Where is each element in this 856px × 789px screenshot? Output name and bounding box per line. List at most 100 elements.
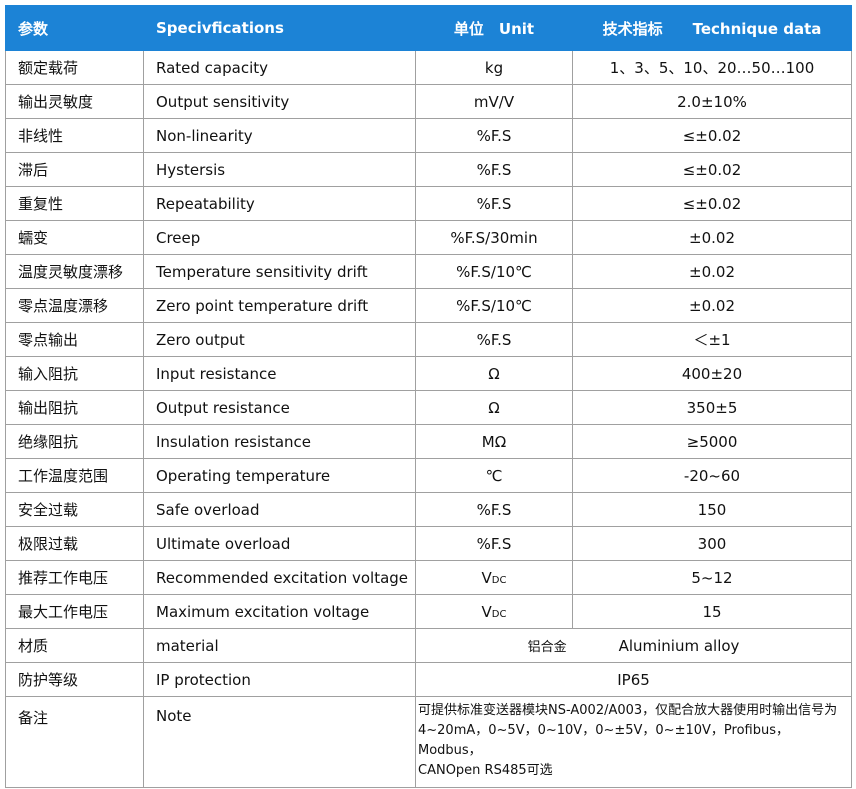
cell: %F.S	[415, 322, 573, 357]
cell: IP65	[415, 662, 852, 697]
cell: 可提供标准变送器模块NS-A002/A003，仅配合放大器使用时输出信号为 4~2…	[415, 696, 852, 788]
cell-text: 滞后	[18, 161, 49, 179]
cell: 300	[572, 526, 852, 561]
cell-text: 15	[702, 602, 722, 621]
cell: %F.S	[415, 526, 573, 561]
row: 非线性 Non-linearity %F.S ≤±0.02	[5, 118, 852, 153]
cell-text: %F.S	[476, 126, 512, 145]
cell-text: 防护等级	[18, 671, 79, 689]
cell: VDC	[415, 560, 573, 595]
cell: 150	[572, 492, 852, 527]
cell-text: ≥5000	[686, 432, 738, 451]
cell-text: 最大工作电压	[18, 603, 109, 621]
note-line: 可提供标准变送器模块NS-A002/A003，仅配合放大器使用时输出信号为	[418, 701, 849, 721]
cell: 额定载荷	[5, 50, 144, 85]
cell: %F.S	[415, 492, 573, 527]
cell: 极限过载	[5, 526, 144, 561]
cell: Insulation resistance	[143, 424, 416, 459]
cell: ≤±0.02	[572, 118, 852, 153]
cell: ±0.02	[572, 288, 852, 323]
header-cell: 技术指标 Technique data	[572, 5, 852, 51]
cell-text: Ω	[488, 364, 500, 383]
cell-text: Safe overload	[156, 500, 260, 519]
cell: 工作温度范围	[5, 458, 144, 493]
cell-text: %F.S	[476, 500, 512, 519]
cell: %F.S/10℃	[415, 254, 573, 289]
cell-text: Temperature sensitivity drift	[156, 262, 368, 281]
row: 滞后 Hystersis %F.S ≤±0.02	[5, 152, 852, 187]
row: 输出阻抗 Output resistance Ω 350±5	[5, 390, 852, 425]
cell-text: 绝缘阻抗	[18, 433, 79, 451]
cell: ≥5000	[572, 424, 852, 459]
cell: Operating temperature	[143, 458, 416, 493]
header-text: 参数	[18, 19, 49, 38]
row: 零点输出 Zero output %F.S ＜±1	[5, 322, 852, 357]
cell-text: Ultimate overload	[156, 534, 291, 553]
cell-text: ±0.02	[689, 228, 735, 247]
cell: Maximum excitation voltage	[143, 594, 416, 629]
cell: %F.S	[415, 186, 573, 221]
cell-text: 400±20	[681, 364, 743, 383]
cell: 1、3、5、10、20…50…100	[572, 50, 852, 85]
cell: Ultimate overload	[143, 526, 416, 561]
cell-text: 输出阻抗	[18, 399, 79, 417]
cell: 绝缘阻抗	[5, 424, 144, 459]
cell-text: Rated capacity	[156, 58, 269, 77]
cell-text: 蠕变	[18, 229, 49, 247]
cell-text: %F.S	[476, 160, 512, 179]
cell-text: kg	[484, 58, 504, 77]
cell-text: MΩ	[481, 432, 507, 451]
cell: 5~12	[572, 560, 852, 595]
cell: Input resistance	[143, 356, 416, 391]
cell: -20~60	[572, 458, 852, 493]
cell-text: -20~60	[683, 466, 741, 485]
cell-text: %F.S	[476, 194, 512, 213]
cell: 2.0±10%	[572, 84, 852, 119]
cell: 15	[572, 594, 852, 629]
cell: %F.S/30min	[415, 220, 573, 255]
cell: %F.S	[415, 118, 573, 153]
cell-text: 备注	[18, 709, 49, 727]
cell-text: ±0.02	[689, 296, 735, 315]
cell-text: 重复性	[18, 195, 64, 213]
header-text: 单位 Unit	[453, 19, 535, 38]
row: 温度灵敏度漂移 Temperature sensitivity drift %F.S…	[5, 254, 852, 289]
row: 极限过载 Ultimate overload %F.S 300	[5, 526, 852, 561]
cell: 铝合金 Aluminium alloy	[415, 628, 852, 663]
cell-text: Output resistance	[156, 398, 290, 417]
header-cell: Specivfications	[143, 5, 416, 51]
cell-text: ≤±0.02	[682, 126, 742, 145]
cell: 蠕变	[5, 220, 144, 255]
cell-text: Non-linearity	[156, 126, 253, 145]
cell: ≤±0.02	[572, 186, 852, 221]
cell-text: Zero point temperature drift	[156, 296, 369, 315]
cell: 零点温度漂移	[5, 288, 144, 323]
row: 零点温度漂移 Zero point temperature drift %F.S/1…	[5, 288, 852, 323]
cell-text: Insulation resistance	[156, 432, 312, 451]
cell-text: 极限过载	[18, 535, 79, 553]
cell: Rated capacity	[143, 50, 416, 85]
spec-table: 参数 Specivfications 单位 Unit 技术指标 Technique d…	[5, 5, 852, 788]
cell-text: ＜±1	[693, 331, 731, 349]
row: 备注 Note 可提供标准变送器模块NS-A002/A003，仅配合放大器使用时输出…	[5, 696, 852, 788]
cell-text: 工作温度范围	[18, 467, 109, 485]
header-row: 参数 Specivfications 单位 Unit 技术指标 Technique d…	[5, 5, 852, 51]
cell-text: 输入阻抗	[18, 365, 79, 383]
cell-text: %F.S/30min	[450, 228, 538, 247]
header-text: 技术指标 Technique data	[602, 19, 822, 38]
cell: 推荐工作电压	[5, 560, 144, 595]
cell: 输入阻抗	[5, 356, 144, 391]
cell: 350±5	[572, 390, 852, 425]
header-cell: 参数	[5, 5, 144, 51]
row: 工作温度范围 Operating temperature ℃ -20~60	[5, 458, 852, 493]
cell: Repeatability	[143, 186, 416, 221]
cell-text: 5~12	[691, 568, 733, 587]
cell-text: %F.S	[476, 534, 512, 553]
unit-sub: DC	[491, 608, 507, 620]
cell: 非线性	[5, 118, 144, 153]
cell-text: 安全过载	[18, 501, 79, 519]
cell: kg	[415, 50, 573, 85]
row: 输入阻抗 Input resistance Ω 400±20	[5, 356, 852, 391]
cell-text: Aluminium alloy	[618, 637, 740, 655]
note-line: 4~20mA，0~5V，0~10V，0~±5V，0~±10V，Profibus，…	[418, 721, 849, 761]
